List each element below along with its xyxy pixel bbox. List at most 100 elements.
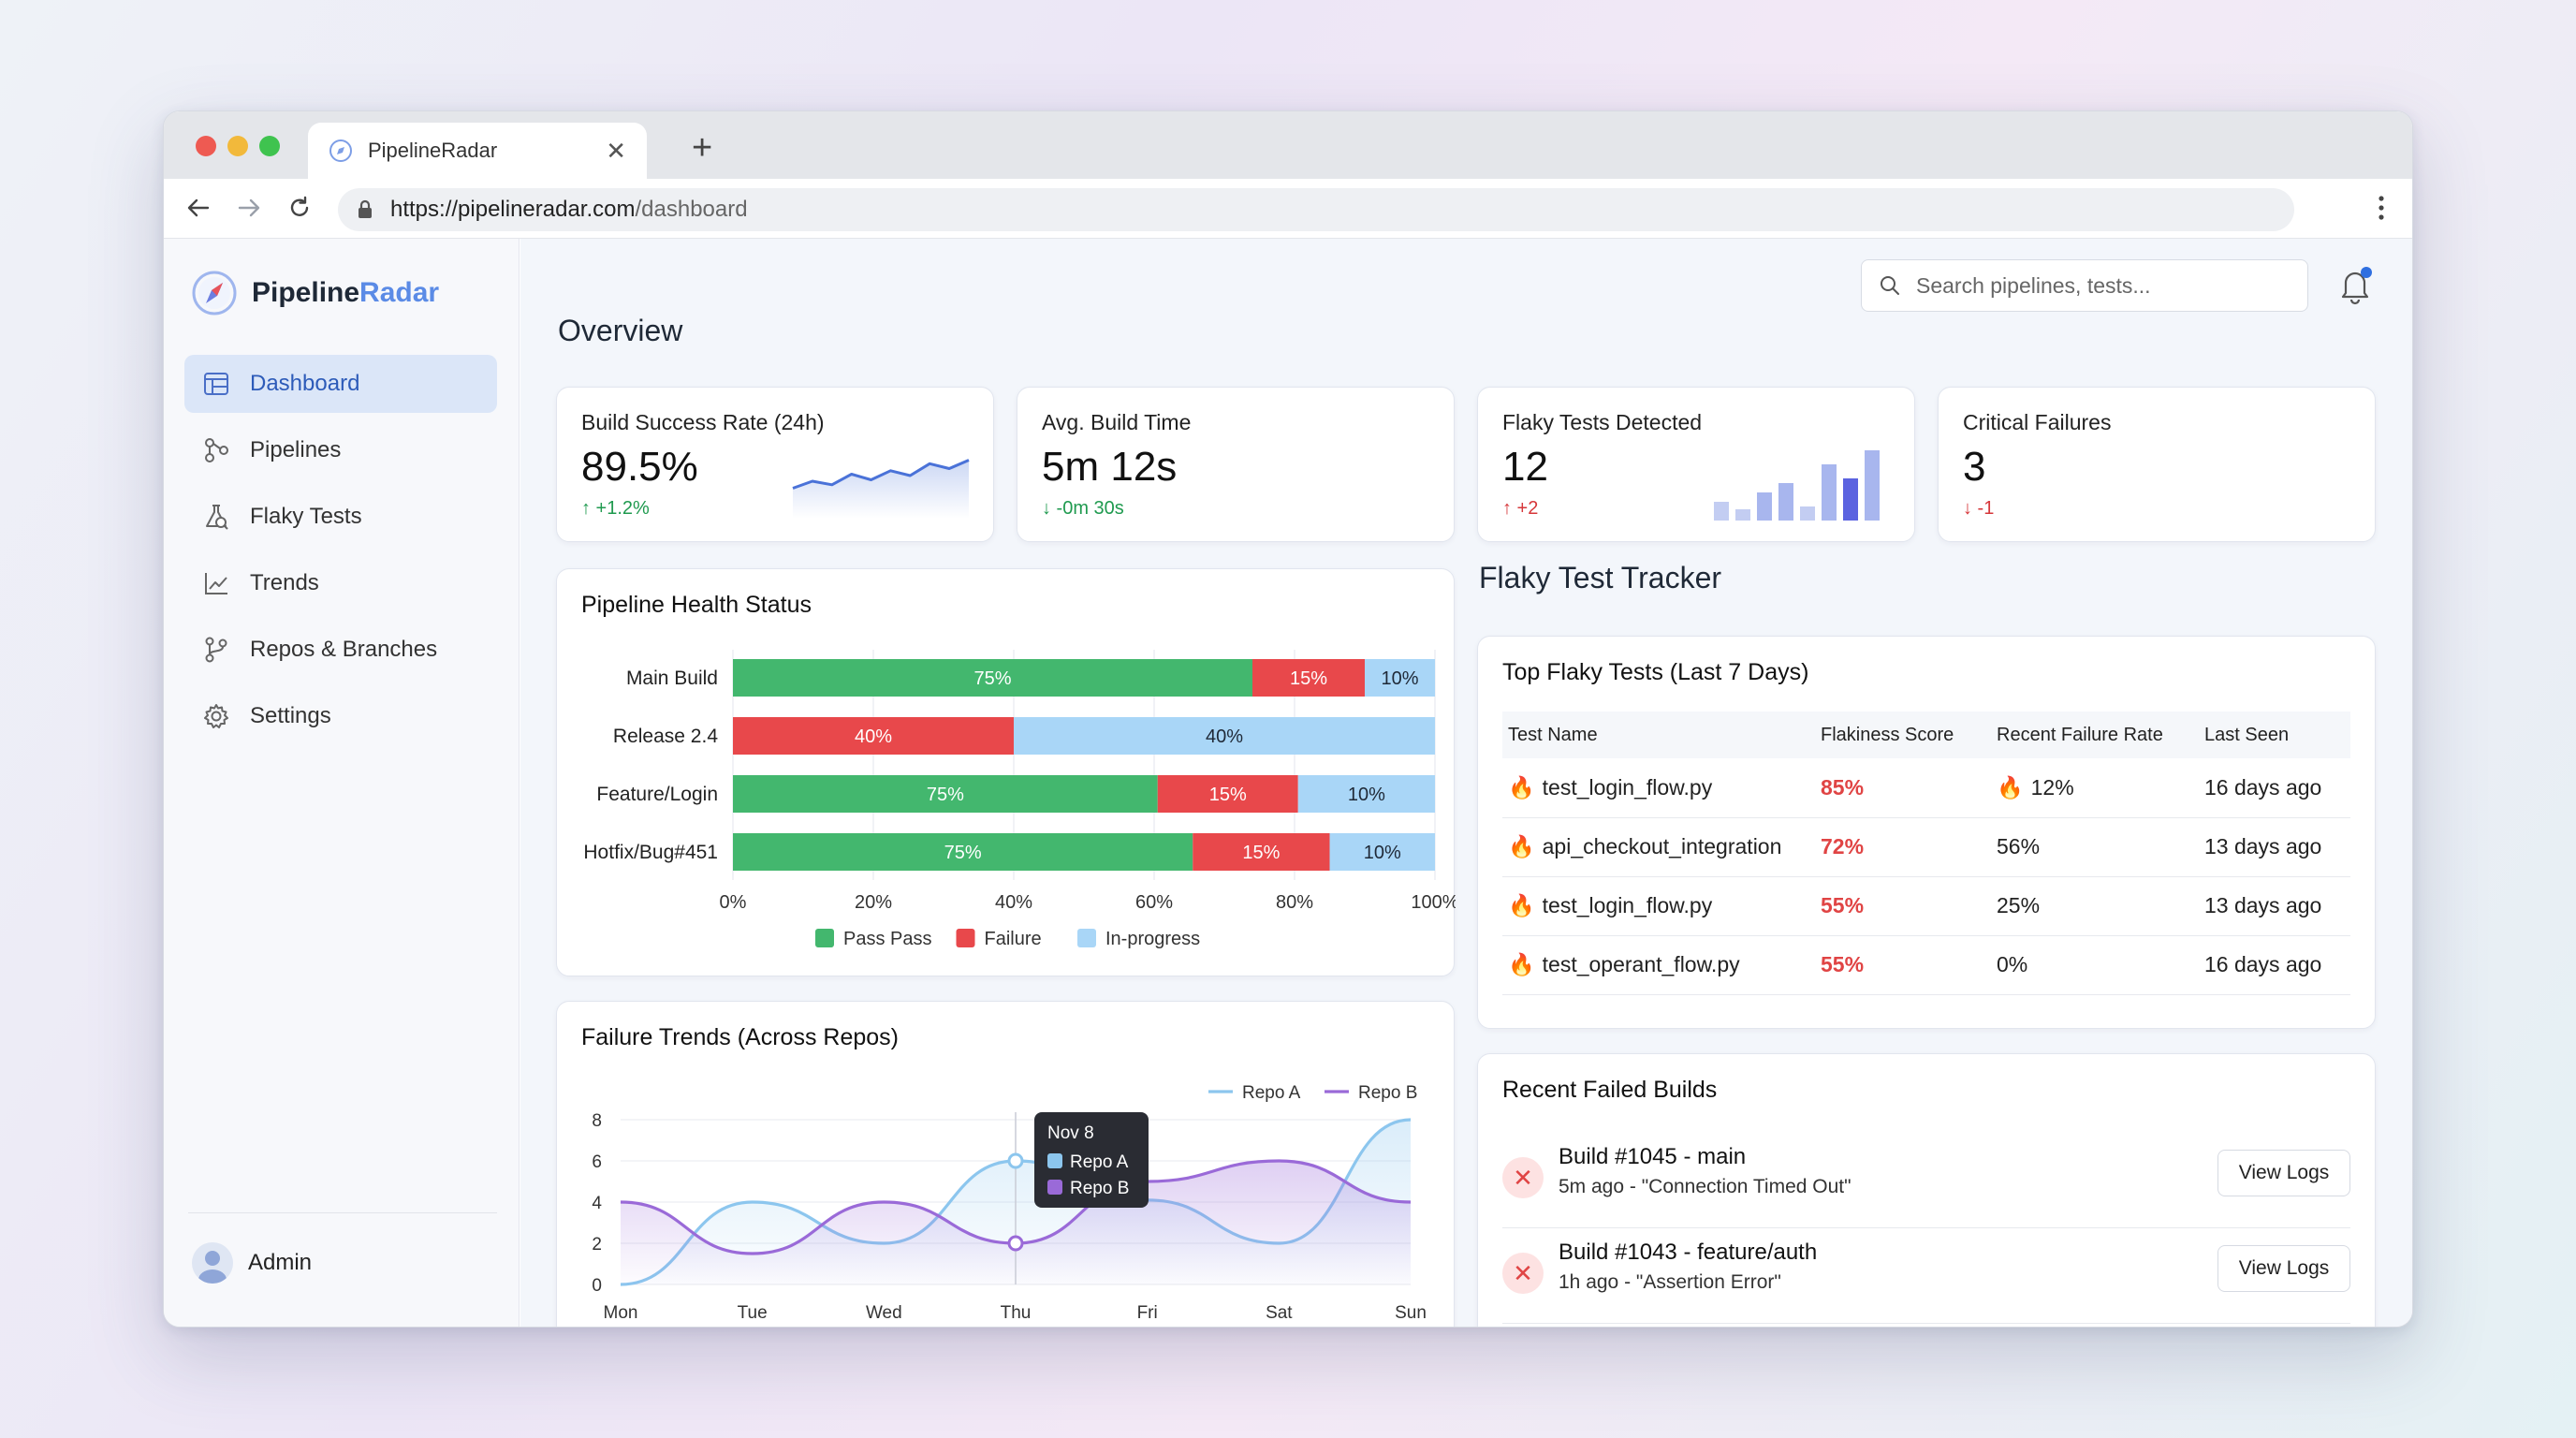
browser-window: PipelineRadar ✕ + https://pipelineradar.… xyxy=(163,110,2413,1328)
brand-name-part2: Radar xyxy=(359,277,440,308)
y-tick-label: 4 xyxy=(592,1194,602,1213)
browser-menu-button[interactable] xyxy=(2377,194,2386,227)
fire-icon: 🔥 xyxy=(1508,893,1535,917)
flaky-tracker-title: Flaky Test Tracker xyxy=(1479,561,1722,594)
fire-icon: 🔥 xyxy=(1508,834,1535,858)
notifications-button[interactable] xyxy=(2336,265,2374,306)
sidebar-item-settings[interactable]: Settings xyxy=(184,687,497,745)
url-field[interactable]: https://pipelineradar.com/dashboard xyxy=(338,188,2294,231)
arrow-right-icon xyxy=(238,198,260,217)
bar-data-label: 15% xyxy=(1242,843,1280,863)
sidebar: PipelineRadar Dashboard Pipelines Flaky … xyxy=(164,239,520,1327)
brand-name-part1: Pipeline xyxy=(252,277,360,308)
sidebar-item-label: Dashboard xyxy=(250,371,360,396)
bell-icon xyxy=(2341,267,2372,305)
bar-data-label: 40% xyxy=(1206,726,1243,747)
table-row[interactable]: 🔥 test_login_flow.py 85% 🔥 12% 16 days ago xyxy=(1502,758,2350,818)
bar-segment[interactable] xyxy=(1329,833,1436,871)
sidebar-item-dashboard[interactable]: Dashboard xyxy=(184,355,497,413)
tab-close-icon[interactable]: ✕ xyxy=(606,136,626,165)
col-recent-failure-rate[interactable]: Recent Failure Rate xyxy=(1991,712,2199,758)
bar-data-label: 75% xyxy=(973,668,1011,689)
close-window-button[interactable] xyxy=(196,136,216,156)
legend-label: Repo A xyxy=(1242,1083,1301,1103)
last-seen: 13 days ago xyxy=(2199,817,2350,877)
table-row[interactable]: 🔥 test_login_flow.py 55% 25% 13 days ago xyxy=(1502,876,2350,936)
search-input[interactable]: Search pipelines, tests... xyxy=(1861,259,2308,312)
view-logs-button[interactable]: View Logs xyxy=(2217,1150,2350,1196)
col-last-seen[interactable]: Last Seen xyxy=(2199,712,2350,758)
user-icon xyxy=(198,1251,227,1284)
reload-button[interactable] xyxy=(284,192,315,224)
failure-trends-card: Failure Trends (Across Repos) 0 2 4 6 8 Mon Tu… xyxy=(556,1001,1455,1327)
arrow-left-icon xyxy=(187,198,210,217)
search-icon xyxy=(1881,276,1899,295)
category-label: Hotfix/Bug#451 xyxy=(583,842,718,863)
error-x-icon: ✕ xyxy=(1502,1157,1544,1198)
y-tick-label: 2 xyxy=(592,1235,602,1255)
user-profile[interactable]: Admin xyxy=(192,1242,312,1284)
kpi-value: 89.5% xyxy=(581,444,698,490)
chart-tooltip: Nov 8 Repo A Repo B xyxy=(1034,1112,1149,1208)
sidebar-item-pipelines[interactable]: Pipelines xyxy=(184,421,497,479)
bar-segment[interactable] xyxy=(733,775,1158,813)
user-name: Admin xyxy=(248,1250,313,1275)
failure-trends-title: Failure Trends (Across Repos) xyxy=(581,1024,900,1050)
failure-rate: 12% xyxy=(2030,774,2074,800)
bar-segment[interactable] xyxy=(1193,833,1330,871)
maximize-window-button[interactable] xyxy=(259,136,280,156)
reload-icon xyxy=(290,196,309,216)
series-area xyxy=(621,1161,1411,1284)
main-content: Search pipelines, tests... Overview Buil… xyxy=(520,239,2412,1327)
col-flakiness-score[interactable]: Flakiness Score xyxy=(1815,712,1991,758)
col-test-name[interactable]: Test Name xyxy=(1502,712,1815,758)
bar-segment[interactable] xyxy=(1252,659,1365,697)
kpi-card-build-success: Build Success Rate (24h) 89.5% ↑ +1.2% xyxy=(556,387,994,542)
kpi-label: Avg. Build Time xyxy=(1042,410,1192,434)
forward-button[interactable] xyxy=(233,192,265,224)
url-host: https://pipelineradar.com xyxy=(390,197,636,222)
kpi-label: Build Success Rate (24h) xyxy=(581,410,825,434)
browser-tab[interactable]: PipelineRadar ✕ xyxy=(308,123,647,179)
y-tick-label: 0 xyxy=(592,1276,602,1296)
minimize-window-button[interactable] xyxy=(227,136,248,156)
sidebar-item-label: Pipelines xyxy=(250,437,342,462)
bar-data-label: 10% xyxy=(1348,785,1385,805)
new-tab-button[interactable]: + xyxy=(692,128,713,168)
fire-icon: 🔥 xyxy=(1508,952,1535,976)
flaky-tests-table: Test Name Flakiness Score Recent Failure… xyxy=(1502,712,2350,995)
flakiness-score: 85% xyxy=(1815,758,1991,818)
failure-rate: 56% xyxy=(1991,817,2199,877)
flaky-bar xyxy=(1843,478,1858,521)
trends-icon xyxy=(201,568,231,598)
kpi-delta: ↑ +1.2% xyxy=(581,498,650,519)
bar-segment[interactable] xyxy=(733,659,1252,697)
bar-segment[interactable] xyxy=(1297,775,1435,813)
bar-data-label: 75% xyxy=(927,785,964,805)
tab-strip: PipelineRadar ✕ + xyxy=(164,111,2412,179)
tooltip-label: Repo B xyxy=(1070,1179,1129,1198)
kpi-card-flaky-tests: Flaky Tests Detected 12 ↑ +2 xyxy=(1477,387,1915,542)
table-row[interactable]: 🔥 api_checkout_integration 72% 56% 13 day… xyxy=(1502,817,2350,877)
bar-data-label: 10% xyxy=(1381,668,1418,689)
last-seen: 16 days ago xyxy=(2199,758,2350,818)
bar-segment[interactable] xyxy=(733,833,1193,871)
bar-segment[interactable] xyxy=(1157,775,1298,813)
sidebar-item-repos-branches[interactable]: Repos & Branches xyxy=(184,621,497,679)
bar-segment[interactable] xyxy=(1365,659,1435,697)
flaky-tests-minibar-chart xyxy=(1714,450,1880,521)
table-row[interactable]: 🔥 test_operant_flow.py 55% 0% 16 days ago xyxy=(1502,935,2350,995)
compass-icon xyxy=(329,139,352,162)
flakiness-score: 55% xyxy=(1815,935,1991,995)
bar-segment[interactable] xyxy=(733,717,1014,755)
sidebar-item-flaky-tests[interactable]: Flaky Tests xyxy=(184,488,497,546)
legend-label: Repo B xyxy=(1358,1083,1417,1103)
sidebar-item-trends[interactable]: Trends xyxy=(184,554,497,612)
view-logs-button[interactable]: View Logs xyxy=(2217,1245,2350,1292)
back-button[interactable] xyxy=(183,192,214,224)
sidebar-item-label: Repos & Branches xyxy=(250,637,438,662)
brand[interactable]: PipelineRadar xyxy=(190,269,439,317)
bar-segment[interactable] xyxy=(1014,717,1435,755)
x-tick-label: Tue xyxy=(738,1303,768,1323)
sidebar-item-label: Trends xyxy=(250,570,319,595)
